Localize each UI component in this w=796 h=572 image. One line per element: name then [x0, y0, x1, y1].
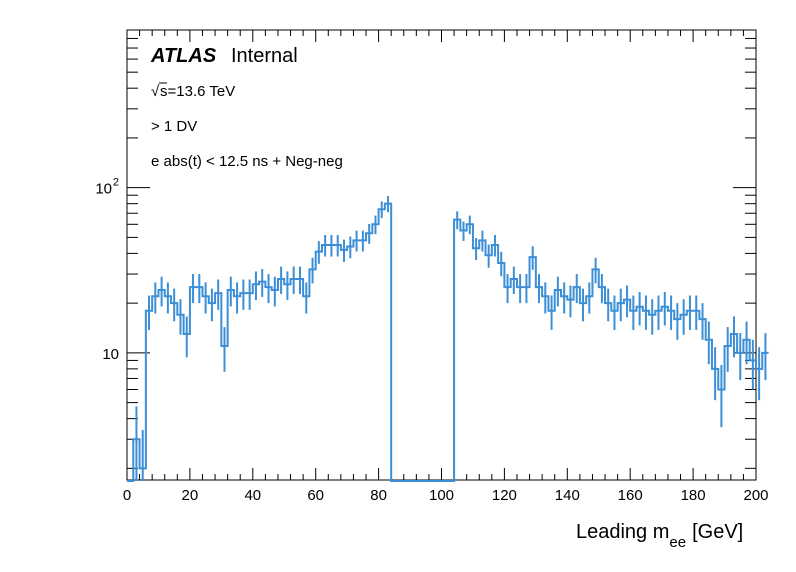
x-tick-label: 180	[681, 487, 706, 504]
y-tick-label: 10	[95, 181, 112, 198]
atlas-label: ATLAS	[150, 45, 217, 67]
x-tick-label: 20	[182, 487, 199, 504]
selection-label: > 1 DV	[151, 118, 197, 135]
y-tick-label-exponent: 2	[113, 177, 119, 189]
x-axis-ticks	[126, 30, 757, 480]
x-tick-label: 200	[743, 487, 768, 504]
x-tick-label: 40	[244, 487, 261, 504]
x-tick-label: 0	[123, 487, 131, 504]
x-axis-tick-labels: 0 20 40 60 80 100 120 140 160 180 200	[123, 487, 769, 504]
x-tick-label: 80	[370, 487, 387, 504]
x-axis-title-sub: ee	[669, 534, 686, 551]
energy-label: s=13.6 TeV	[160, 83, 235, 100]
x-tick-label: 140	[555, 487, 580, 504]
x-axis-title-main: Leading m	[576, 521, 669, 543]
x-axis-title: Leading mee [GeV]	[576, 521, 743, 551]
x-axis-title-unit: [GeV]	[692, 521, 743, 543]
x-tick-label: 120	[492, 487, 517, 504]
y-tick-label: 10	[102, 346, 119, 363]
histogram-series	[127, 202, 769, 482]
sqrt-symbol: √	[151, 83, 160, 100]
internal-label: Internal	[231, 45, 298, 67]
error-bars	[135, 196, 767, 481]
x-tick-label: 160	[618, 487, 643, 504]
cut-label: e abs(t) < 12.5 ns + Neg-neg	[151, 153, 343, 170]
x-tick-label: 100	[429, 487, 454, 504]
x-tick-label: 60	[307, 487, 324, 504]
